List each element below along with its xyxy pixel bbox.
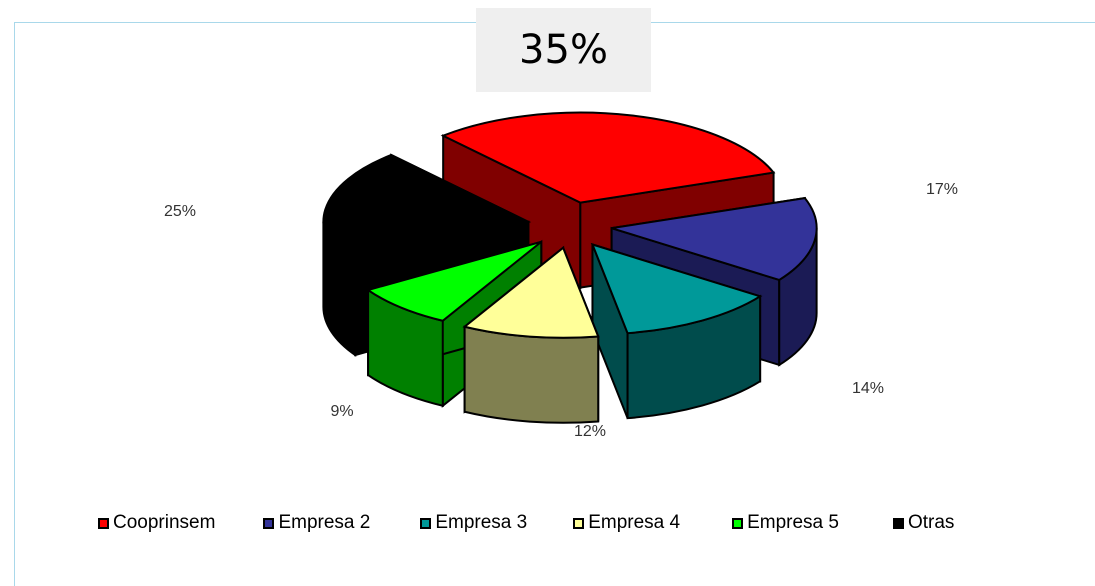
data-label-empresa-2: 17% [926, 181, 958, 198]
legend-label: Otras [907, 512, 955, 533]
data-label-empresa-4: 12% [574, 423, 606, 440]
slice-top [462, 246, 600, 339]
pie-slice-empresa-4 [462, 245, 600, 424]
legend-label: Empresa 4 [588, 512, 681, 533]
slice-top [440, 111, 776, 204]
legend-swatch [892, 517, 904, 529]
data-label-empresa-5: 9% [330, 403, 353, 420]
legend-item-empresa-5: Empresa 5 [732, 512, 839, 534]
legend-label: Empresa 2 [278, 512, 371, 533]
slice-outer-wall [463, 325, 600, 424]
highlight-label: 35% [519, 27, 608, 73]
legend-label: Empresa 5 [747, 512, 839, 533]
legend-swatch [98, 517, 109, 529]
data-label-empresa-3: 14% [852, 380, 884, 397]
legend-label: Cooprinsem [113, 512, 216, 533]
legend-label: Empresa 3 [435, 512, 528, 533]
slice-top [365, 240, 542, 322]
legend-swatch [420, 517, 432, 529]
slice-top [611, 197, 818, 282]
legend-item-empresa-3: Empresa 3 [420, 512, 527, 534]
pie-slice-empresa-3 [590, 242, 763, 420]
legend-swatch [263, 517, 275, 529]
legend-swatch [732, 517, 744, 529]
legend: Cooprinsem Empresa 2 Empresa 3 Empresa 4 Emp… [98, 512, 954, 534]
data-label-otras: 25% [164, 203, 196, 220]
slice-top [590, 242, 763, 335]
legend-item-otras: Otras [892, 512, 955, 534]
slice-top [322, 153, 532, 272]
legend-item-empresa-2: Empresa 2 [263, 512, 370, 534]
highlight-label-box: 35% [476, 8, 651, 92]
legend-item-cooprinsem: Cooprinsem [98, 512, 215, 534]
legend-item-empresa-4: Empresa 4 [573, 512, 680, 534]
legend-swatch [573, 517, 585, 529]
